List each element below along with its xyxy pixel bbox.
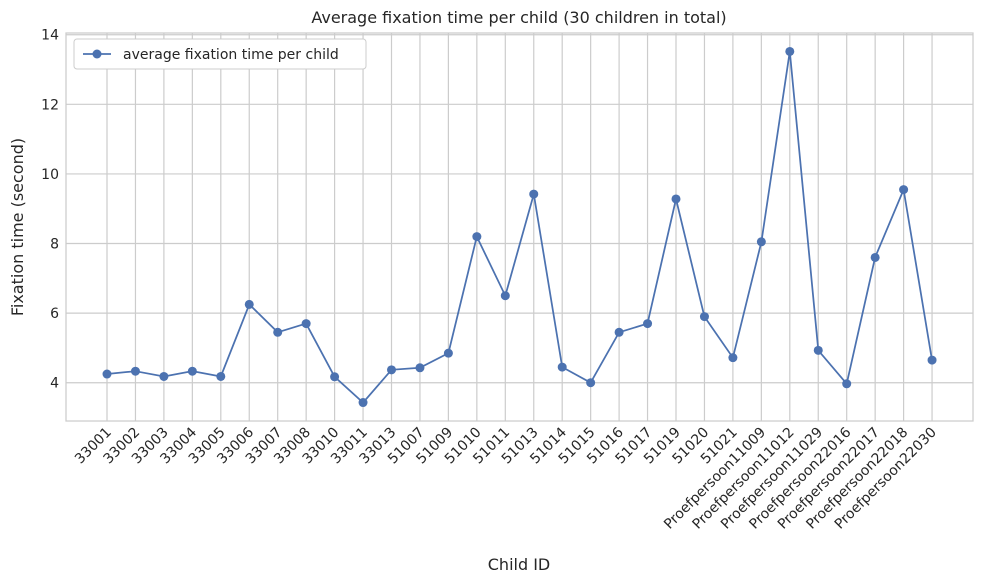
y-tick-label: 8 [50, 237, 59, 253]
legend-marker [92, 49, 102, 59]
data-point [216, 371, 226, 381]
plot-frame [65, 32, 974, 422]
data-point [927, 355, 937, 365]
y-tick-label: 4 [50, 376, 59, 392]
data-point [187, 366, 197, 376]
series-points [102, 46, 937, 408]
y-tick-label: 14 [41, 28, 59, 44]
data-point [614, 327, 624, 337]
data-point [301, 319, 311, 329]
data-point [756, 237, 766, 247]
data-point [330, 372, 340, 382]
data-point [899, 185, 909, 195]
data-point [244, 299, 254, 309]
data-point [728, 353, 738, 363]
data-point [870, 252, 880, 262]
data-point [586, 378, 596, 388]
data-point [699, 312, 709, 322]
data-point [472, 232, 482, 242]
y-tick-label: 12 [41, 97, 59, 113]
data-point [529, 189, 539, 199]
data-point [557, 362, 567, 372]
data-point [500, 291, 510, 301]
chart-title: Average fixation time per child (30 chil… [311, 8, 726, 27]
data-point [415, 363, 425, 373]
data-point [813, 345, 823, 355]
legend: average fixation time per child [73, 38, 367, 70]
data-point [671, 194, 681, 204]
data-point [387, 365, 396, 375]
data-point [273, 327, 283, 337]
data-point [358, 398, 368, 408]
legend-label: average fixation time per child [123, 47, 339, 63]
y-tick-label: 10 [41, 167, 59, 183]
y-axis-title: Fixation time (second) [8, 138, 27, 316]
y-tick-labels: 4 6 8 10 12 14 [41, 28, 59, 392]
data-point [443, 348, 453, 358]
y-tick-label: 6 [50, 306, 59, 322]
data-point [842, 379, 852, 389]
series-line [106, 51, 933, 404]
data-point [159, 371, 169, 381]
data-point [130, 366, 140, 376]
x-axis-title: Child ID [488, 555, 550, 574]
legend-box [73, 38, 367, 70]
data-point [643, 319, 653, 329]
data-point [102, 369, 112, 379]
data-point [785, 46, 795, 56]
